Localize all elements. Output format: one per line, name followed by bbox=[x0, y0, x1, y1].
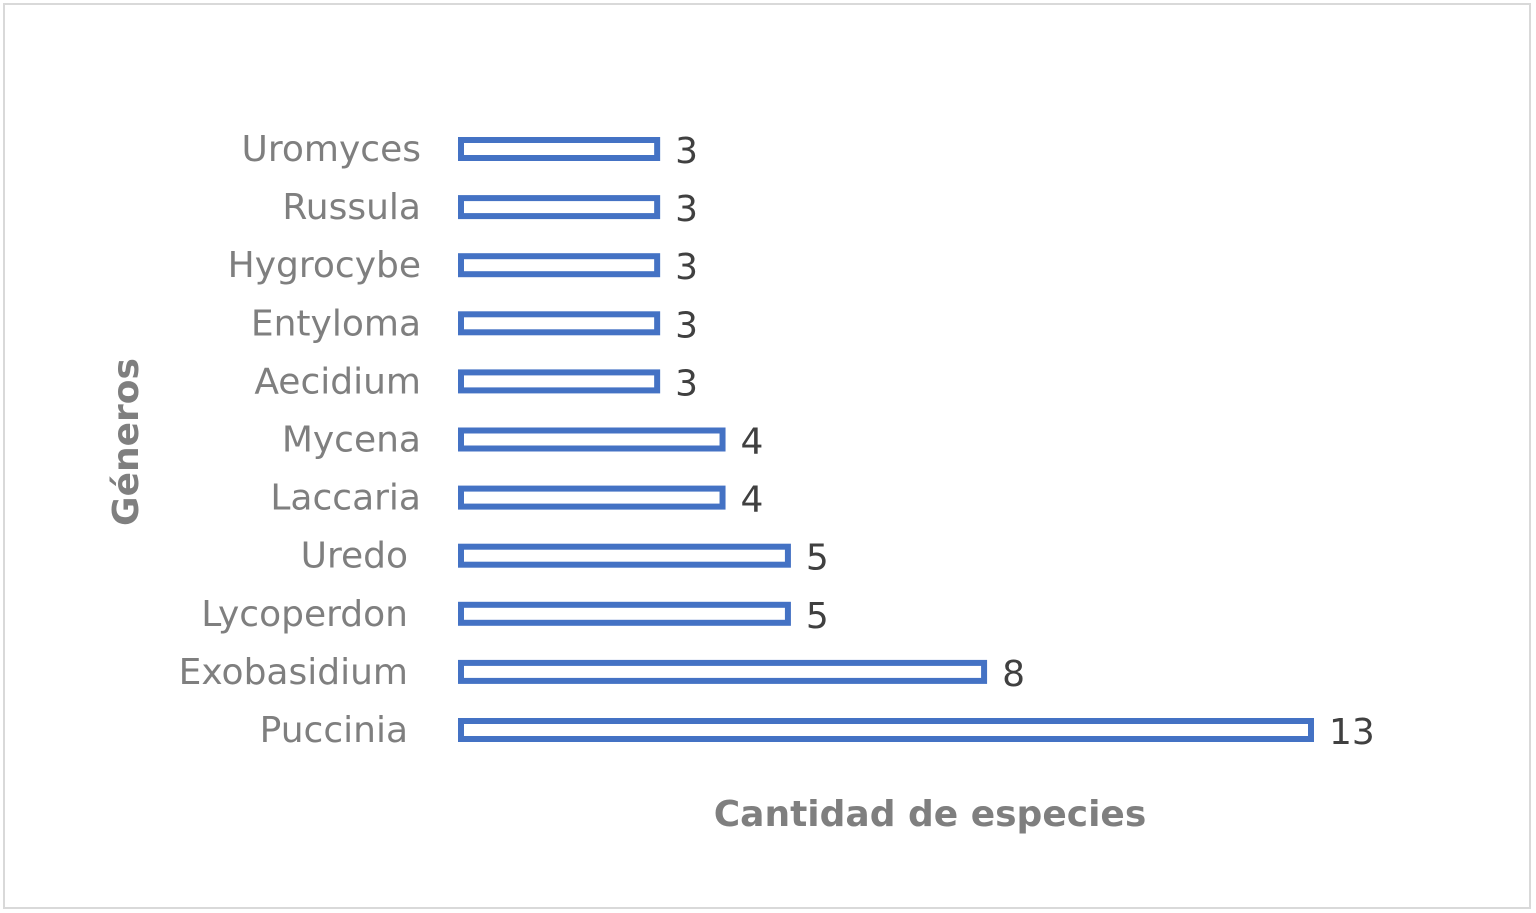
category-labels-group: Uromyces Russula Hygrocybe Entyloma Aecidium… bbox=[179, 129, 421, 751]
data-label: 3 bbox=[675, 131, 698, 172]
data-label: 8 bbox=[1002, 654, 1025, 695]
data-label: 4 bbox=[741, 480, 764, 521]
category-label: Aecidium bbox=[254, 361, 421, 402]
category-label: Laccaria bbox=[270, 478, 421, 519]
data-label: 3 bbox=[675, 305, 698, 346]
y-axis-title: Géneros bbox=[106, 358, 147, 526]
category-label: Exobasidium bbox=[179, 652, 408, 693]
category-label: Russula bbox=[282, 187, 421, 228]
bar-aecidium bbox=[458, 369, 661, 394]
category-label: Puccinia bbox=[260, 710, 408, 751]
data-labels-group: 3 3 3 3 3 4 4 5 5 8 13 bbox=[675, 131, 1375, 753]
x-axis-title: Cantidad de especies bbox=[714, 794, 1147, 835]
data-label: 5 bbox=[806, 596, 829, 637]
category-label: Uredo bbox=[301, 536, 408, 577]
bar-entyloma bbox=[458, 311, 661, 336]
bar-uromyces bbox=[458, 137, 661, 161]
bar-russula bbox=[458, 195, 661, 220]
chart-frame bbox=[3, 3, 1531, 909]
category-label: Entyloma bbox=[251, 303, 421, 344]
data-label: 3 bbox=[675, 247, 698, 288]
category-label: Uromyces bbox=[242, 129, 421, 170]
data-label: 13 bbox=[1329, 712, 1375, 753]
data-label: 4 bbox=[741, 422, 764, 463]
category-label: Mycena bbox=[282, 420, 421, 461]
bar-uredo bbox=[458, 543, 791, 568]
bars-group bbox=[458, 137, 1314, 742]
data-label: 3 bbox=[675, 189, 698, 230]
bar-exobasidium bbox=[458, 659, 988, 684]
category-label: Lycoperdon bbox=[201, 594, 408, 635]
data-label: 3 bbox=[675, 363, 698, 404]
data-label: 5 bbox=[806, 538, 829, 579]
bar-puccinia bbox=[458, 718, 1314, 742]
category-label: Hygrocybe bbox=[228, 245, 421, 286]
bar-laccaria bbox=[458, 485, 726, 510]
bar-lycoperdon bbox=[458, 601, 791, 626]
bar-mycena bbox=[458, 427, 726, 452]
bar-hygrocybe bbox=[458, 253, 661, 278]
